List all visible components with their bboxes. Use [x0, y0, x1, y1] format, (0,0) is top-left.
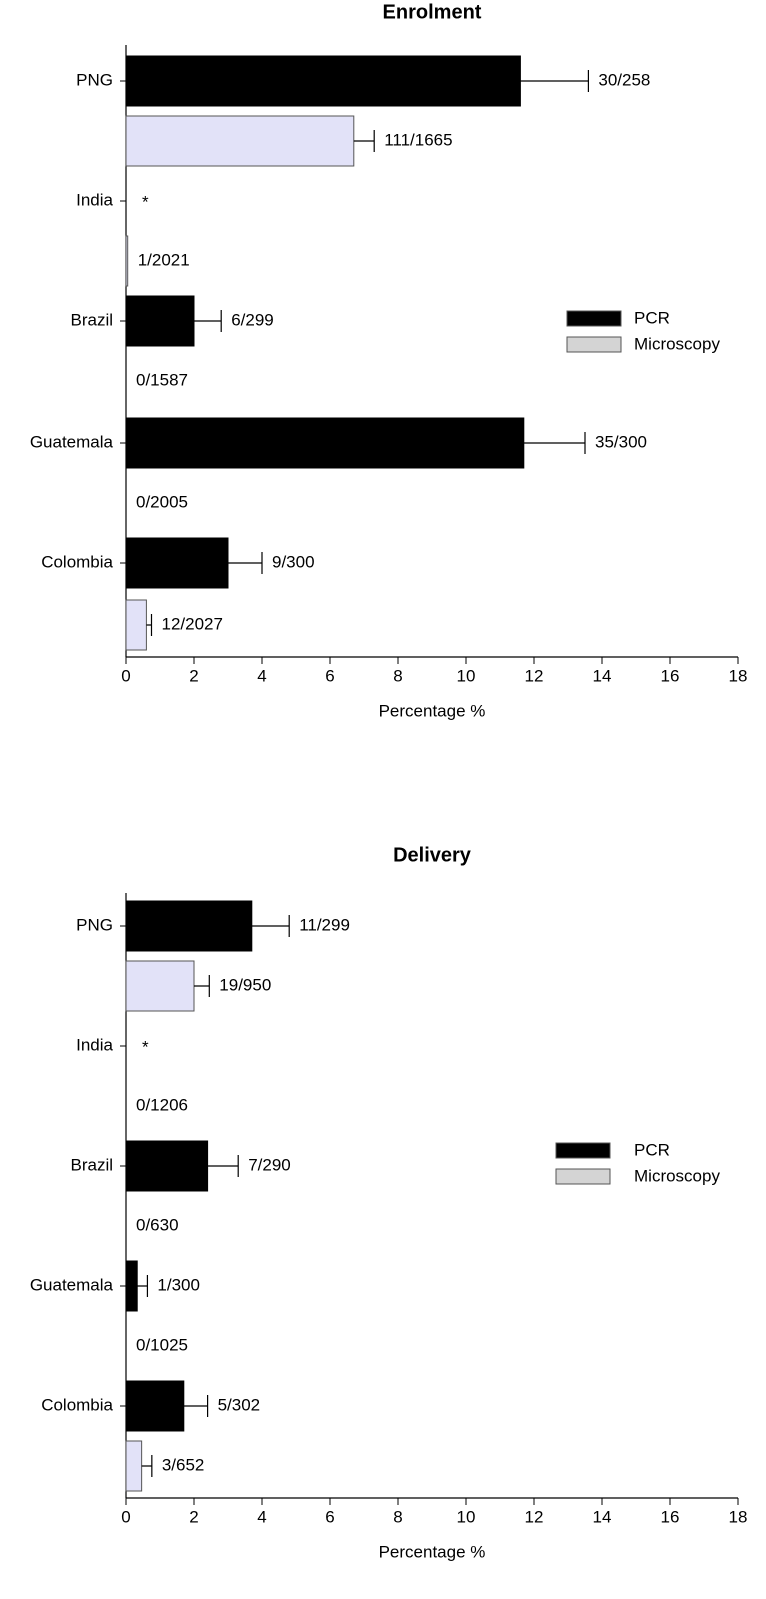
value-label: 0/1025: [136, 1335, 188, 1354]
value-label: 35/300: [595, 432, 647, 451]
value-label: 0/2005: [136, 492, 188, 511]
category-label: India: [76, 1035, 113, 1054]
value-label: 12/2027: [162, 614, 223, 633]
x-tick-label: 8: [393, 1507, 402, 1526]
bar: [125, 235, 129, 287]
error-bar: [194, 310, 222, 332]
x-tick-label: 0: [121, 666, 130, 685]
x-tick-label: 2: [189, 666, 198, 685]
chart-title: Delivery: [393, 844, 472, 866]
x-tick-label: 4: [257, 666, 266, 685]
error-bar: [353, 130, 375, 152]
legend-swatch: [566, 310, 622, 327]
error-bar: [228, 552, 263, 574]
bar: [125, 295, 195, 347]
value-label: 0/630: [136, 1215, 179, 1234]
error-bar: [251, 915, 290, 937]
error-bar: [207, 1155, 239, 1177]
value-label: 0/1206: [136, 1095, 188, 1114]
error-bar: [141, 1455, 153, 1477]
value-label: *: [142, 192, 149, 211]
bar: [125, 900, 253, 952]
x-tick-label: 6: [325, 666, 334, 685]
value-label: 6/299: [231, 310, 274, 329]
x-tick-label: 10: [457, 666, 476, 685]
category-label: Guatemala: [30, 1275, 114, 1294]
x-tick-label: 14: [593, 666, 612, 685]
error-bar: [194, 975, 210, 997]
category-label: India: [76, 190, 113, 209]
x-tick-label: 16: [661, 666, 680, 685]
x-tick-label: 4: [257, 1507, 266, 1526]
bar: [125, 960, 195, 1012]
value-label: 0/1587: [136, 370, 188, 389]
bar: [125, 1440, 143, 1492]
x-tick-label: 18: [729, 1507, 748, 1526]
error-bar: [520, 70, 589, 92]
x-axis-label: Percentage %: [379, 1542, 486, 1561]
value-label: 9/300: [272, 552, 315, 571]
error-bar: [523, 432, 586, 454]
value-label: 11/299: [299, 915, 350, 934]
chart-title: Enrolment: [383, 1, 482, 23]
category-label: PNG: [76, 915, 113, 934]
value-label: 19/950: [219, 975, 271, 994]
bar: [125, 599, 147, 651]
bar: [125, 537, 229, 589]
x-tick-label: 0: [121, 1507, 130, 1526]
value-label: *: [142, 1037, 149, 1056]
error-bar: [146, 614, 153, 636]
x-tick-label: 12: [525, 1507, 544, 1526]
x-tick-label: 2: [189, 1507, 198, 1526]
error-bar: [183, 1395, 209, 1417]
category-label: Colombia: [41, 1395, 113, 1414]
x-tick-label: 8: [393, 666, 402, 685]
value-label: 3/652: [162, 1455, 205, 1474]
legend-label: Microscopy: [634, 1166, 720, 1185]
value-label: 30/258: [598, 70, 650, 89]
bar: [125, 1260, 138, 1312]
legend-label: PCR: [634, 308, 670, 327]
value-label: 111/1665: [384, 130, 452, 149]
x-tick-label: 16: [661, 1507, 680, 1526]
x-tick-label: 18: [729, 666, 748, 685]
value-label: 1/300: [157, 1275, 200, 1294]
value-label: 1/2021: [138, 250, 190, 269]
category-label: PNG: [76, 70, 113, 89]
category-label: Guatemala: [30, 432, 114, 451]
bar: [125, 417, 525, 469]
x-axis-label: Percentage %: [379, 701, 486, 720]
legend-label: PCR: [634, 1140, 670, 1159]
bar: [125, 55, 521, 107]
category-label: Brazil: [70, 310, 113, 329]
category-label: Colombia: [41, 552, 113, 571]
value-label: 7/290: [248, 1155, 291, 1174]
error-bar: [137, 1275, 149, 1297]
x-tick-label: 14: [593, 1507, 612, 1526]
x-tick-label: 12: [525, 666, 544, 685]
bar: [125, 1140, 209, 1192]
bar: [125, 115, 355, 167]
legend-swatch: [555, 1142, 611, 1159]
category-label: Brazil: [70, 1155, 113, 1174]
x-tick-label: 10: [457, 1507, 476, 1526]
x-tick-label: 6: [325, 1507, 334, 1526]
value-label: 5/302: [218, 1395, 261, 1414]
legend-swatch: [555, 1168, 611, 1185]
bar: [125, 1380, 185, 1432]
legend-swatch: [566, 336, 622, 353]
legend-label: Microscopy: [634, 334, 720, 353]
